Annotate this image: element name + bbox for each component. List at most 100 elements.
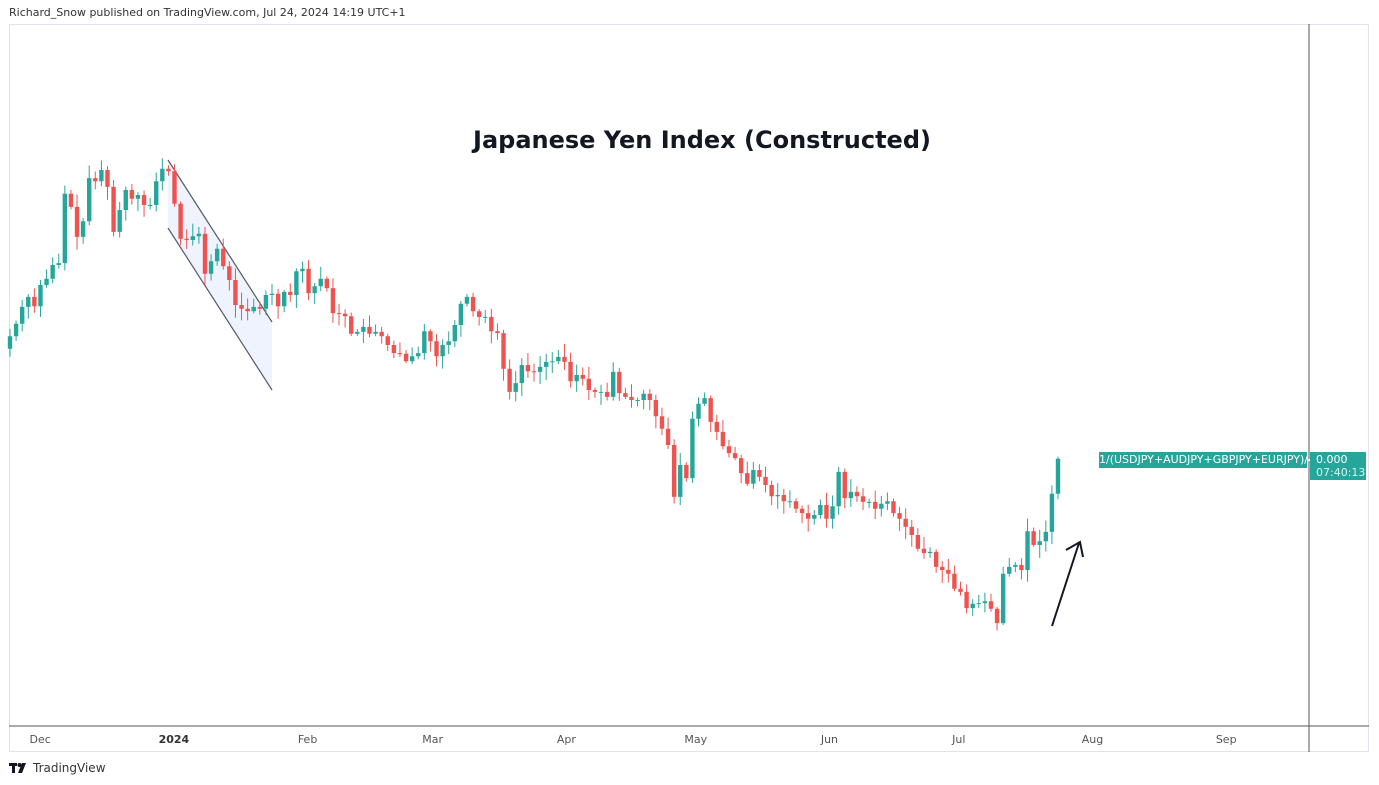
candle [988, 593, 994, 612]
candle [671, 439, 677, 504]
candle-body [190, 236, 195, 240]
candle [873, 490, 878, 519]
candle-body [757, 470, 762, 477]
candle-body [269, 293, 275, 295]
candle [300, 261, 305, 283]
candle-body [166, 168, 171, 172]
candle-body [769, 485, 774, 497]
candle-body [184, 238, 189, 240]
candle-body [233, 280, 238, 305]
candle [117, 201, 122, 238]
chart-pane[interactable] [9, 24, 1369, 752]
candle [38, 279, 43, 317]
last-price: 0.000 [1316, 453, 1348, 466]
candle-body [44, 278, 49, 285]
candle [105, 166, 110, 200]
candle-body [903, 518, 908, 527]
published-info: Richard_Snow published on TradingView.co… [9, 6, 406, 19]
candle-body [556, 356, 561, 362]
candle [946, 558, 951, 583]
candle [68, 189, 74, 210]
candle [440, 339, 445, 369]
candle-body [141, 195, 147, 205]
channel-upper-line[interactable] [167, 159, 273, 323]
candle-body [519, 365, 525, 384]
candle-body [793, 501, 799, 509]
candle-body [988, 601, 994, 609]
candle [342, 309, 348, 328]
up-arrow-annotation[interactable] [1051, 540, 1084, 627]
candle-body [19, 306, 25, 324]
candle-body [775, 495, 780, 497]
candle [933, 549, 939, 573]
candle [367, 315, 372, 338]
series-label[interactable]: 1/(USDJPY+AUDJPY+GBPJPY+EURJPY)/4 [1099, 452, 1315, 468]
candle-body [446, 341, 451, 345]
candle-body [87, 178, 92, 222]
candle [434, 334, 439, 367]
descending-channel[interactable] [167, 159, 273, 391]
tradingview-logo[interactable]: TradingView [9, 761, 106, 775]
candle [361, 318, 366, 344]
candle [123, 186, 128, 221]
time-axis-label: Jul [952, 733, 966, 746]
candle-body [915, 535, 921, 549]
candle-body [172, 171, 177, 204]
candle-body [330, 288, 336, 314]
candle-body [763, 476, 768, 485]
candle-body [738, 458, 744, 474]
candle-body [921, 548, 927, 554]
channel-lower-line[interactable] [167, 227, 273, 391]
candle-body [574, 375, 579, 382]
candle [93, 171, 98, 190]
candle [799, 505, 805, 524]
time-axis-label: Jun [820, 733, 839, 746]
candle-body [117, 210, 122, 232]
candle [422, 323, 427, 360]
candle [927, 547, 933, 558]
candle-body [994, 608, 1000, 624]
candle-body [123, 190, 128, 210]
candle [702, 392, 707, 406]
candle-body [470, 296, 476, 312]
candle-body [263, 295, 269, 309]
candle [684, 462, 689, 482]
candle [221, 238, 226, 270]
candle-body [946, 570, 951, 574]
candle [324, 276, 330, 292]
candle-body [476, 311, 482, 317]
candle [994, 606, 1000, 631]
candle [958, 581, 963, 596]
candle-body [873, 501, 878, 509]
candle [769, 480, 774, 506]
candle-body [659, 416, 665, 429]
candle-body [355, 331, 360, 334]
candle [550, 352, 555, 374]
candle-body [611, 371, 616, 397]
candle [160, 158, 165, 191]
candle [196, 226, 202, 244]
candle-body [818, 505, 823, 515]
candle-body [781, 495, 787, 502]
candle [147, 197, 153, 210]
candle [416, 346, 421, 360]
candle-body [324, 278, 330, 289]
candle [50, 257, 55, 284]
candle [592, 387, 598, 398]
candle [611, 362, 616, 401]
candle-body [7, 336, 13, 349]
candle-body [537, 366, 543, 372]
candle [275, 288, 281, 319]
candle [464, 294, 470, 307]
time-axis-label: Aug [1081, 733, 1104, 746]
candle-body [940, 566, 945, 570]
candle-body [13, 323, 19, 337]
candle [757, 464, 762, 482]
candle-body [513, 383, 518, 392]
candle-body [507, 368, 512, 392]
candle [653, 394, 659, 429]
candle-body [1055, 458, 1061, 494]
candle [568, 352, 573, 388]
candle [172, 164, 177, 207]
